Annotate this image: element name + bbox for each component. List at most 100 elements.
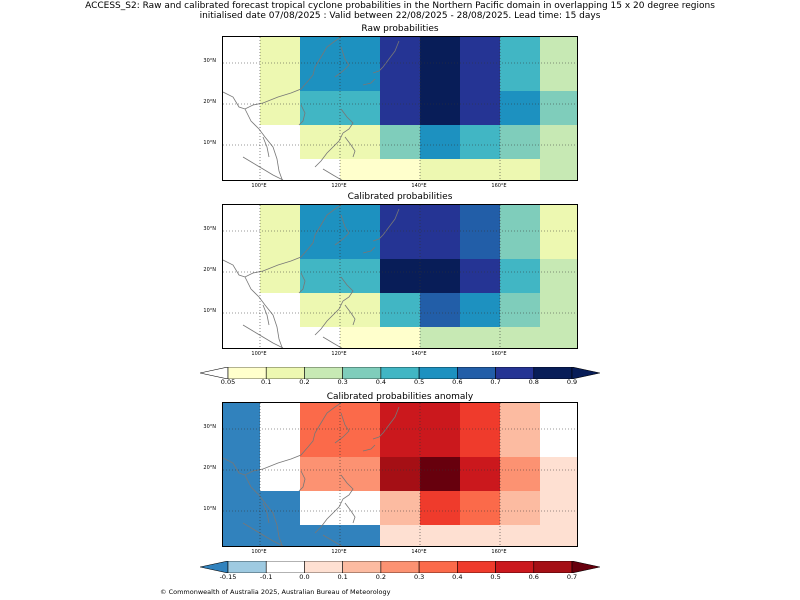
region-cell xyxy=(420,293,460,327)
region-cell xyxy=(300,259,340,293)
coastline-segment xyxy=(362,78,376,86)
region-cell xyxy=(223,423,260,457)
cal-lon-label-120: 120°E xyxy=(331,351,347,357)
colorbar-tick-label: 0.5 xyxy=(413,378,425,386)
region-cell xyxy=(223,37,260,57)
region-cell xyxy=(223,525,260,546)
region-cell xyxy=(223,205,260,225)
coastline-segment xyxy=(334,412,350,444)
region-cell xyxy=(420,259,460,293)
coastline-segment xyxy=(262,136,270,158)
coastline-segment xyxy=(223,205,342,278)
anom-lat-label-30: 30°N xyxy=(203,424,216,430)
colorbar-tick-label: 0.0 xyxy=(299,573,310,581)
colorbar-over-arrow xyxy=(571,366,601,380)
region-cell xyxy=(540,525,577,546)
region-cell xyxy=(223,293,260,327)
region-cell xyxy=(540,125,577,159)
raw-lat-label-10: 10°N xyxy=(203,140,216,146)
region-cell xyxy=(380,525,420,546)
region-cell xyxy=(420,125,460,159)
coastline-segment xyxy=(298,104,306,126)
coastline-segment xyxy=(262,304,270,326)
region-cell xyxy=(540,403,577,423)
colorbar-tick-label: 0.2 xyxy=(299,378,310,386)
region-cell xyxy=(380,293,420,327)
region-cell xyxy=(300,225,340,259)
region-cell xyxy=(260,423,300,457)
anom-lon-label-100: 100°E xyxy=(251,549,267,555)
coastline-segment xyxy=(344,304,356,326)
region-cell xyxy=(500,225,540,259)
region-cell xyxy=(460,91,500,125)
region-cell xyxy=(340,57,380,91)
colorbar-over-arrow xyxy=(571,560,601,574)
colorbar-swatch xyxy=(304,560,343,574)
colorbar-tick-label: 0.3 xyxy=(413,573,425,581)
coastline-segment xyxy=(242,156,284,180)
region-cell xyxy=(340,205,380,225)
region-cell xyxy=(300,57,340,91)
colorbar-under-arrow xyxy=(199,560,229,574)
region-cell xyxy=(540,225,577,259)
coastline-segment xyxy=(362,246,376,254)
region-cell xyxy=(420,37,460,57)
coastline-segment xyxy=(244,474,283,546)
region-cell xyxy=(260,491,300,525)
coastline-segment xyxy=(314,108,354,168)
region-cell xyxy=(460,57,500,91)
coastline xyxy=(223,403,400,546)
region-cell xyxy=(420,159,460,180)
region-cell xyxy=(340,423,380,457)
region-cell xyxy=(380,457,420,491)
coastline-segment xyxy=(223,403,342,476)
region-cell xyxy=(460,125,500,159)
coastline-segment xyxy=(314,474,354,534)
anom-lon-label-160: 160°E xyxy=(491,549,507,555)
region-cell xyxy=(223,159,260,180)
region-cell xyxy=(540,159,577,180)
region-cell xyxy=(300,159,340,180)
colorbar-swatch xyxy=(533,560,573,574)
coastline xyxy=(223,37,400,180)
colorbar-tick-label: 0.6 xyxy=(528,573,539,581)
cal-lat-label-20: 20°N xyxy=(203,267,216,273)
colorbar-tick-label: 0.8 xyxy=(528,378,539,386)
raw-probabilities-grid xyxy=(223,37,577,180)
colorbar-tick-label: 0.4 xyxy=(452,573,463,581)
graticule xyxy=(223,403,577,546)
colorbar-tick-label: 0.6 xyxy=(452,378,463,386)
region-cell xyxy=(540,37,577,57)
probability-colorbar xyxy=(199,364,601,380)
region-cell xyxy=(223,491,260,525)
region-cell xyxy=(300,293,340,327)
calibrated-probabilities-map xyxy=(222,204,578,349)
coastline-segment xyxy=(244,108,283,180)
region-cell xyxy=(540,57,577,91)
coastline-segment xyxy=(344,136,356,158)
region-cell xyxy=(460,457,500,491)
coastline-segment xyxy=(322,168,343,180)
region-cell xyxy=(380,37,420,57)
region-cell xyxy=(460,205,500,225)
region-cell xyxy=(300,205,340,225)
region-cell xyxy=(420,91,460,125)
colorbar-tick-label: -0.1 xyxy=(259,573,273,581)
region-cell xyxy=(223,225,260,259)
region-cell xyxy=(420,205,460,225)
raw-probabilities-map xyxy=(222,36,578,181)
region-cell xyxy=(260,327,300,348)
coastline-segment xyxy=(344,502,356,524)
region-cell xyxy=(260,37,300,57)
anom-panel-title: Calibrated probabilities anomaly xyxy=(326,392,474,402)
region-cell xyxy=(260,525,300,546)
raw-lat-label-20: 20°N xyxy=(203,99,216,105)
cal-lat-label-30: 30°N xyxy=(203,226,216,232)
colorbar-tick-label: 0.1 xyxy=(261,378,272,386)
coastline-segment xyxy=(322,534,343,546)
region-cells xyxy=(223,205,577,348)
region-cells xyxy=(223,403,577,546)
region-cell xyxy=(223,327,260,348)
region-cell xyxy=(380,259,420,293)
figure-title-line1: ACCESS_S2: Raw and calibrated forecast t… xyxy=(85,1,715,11)
